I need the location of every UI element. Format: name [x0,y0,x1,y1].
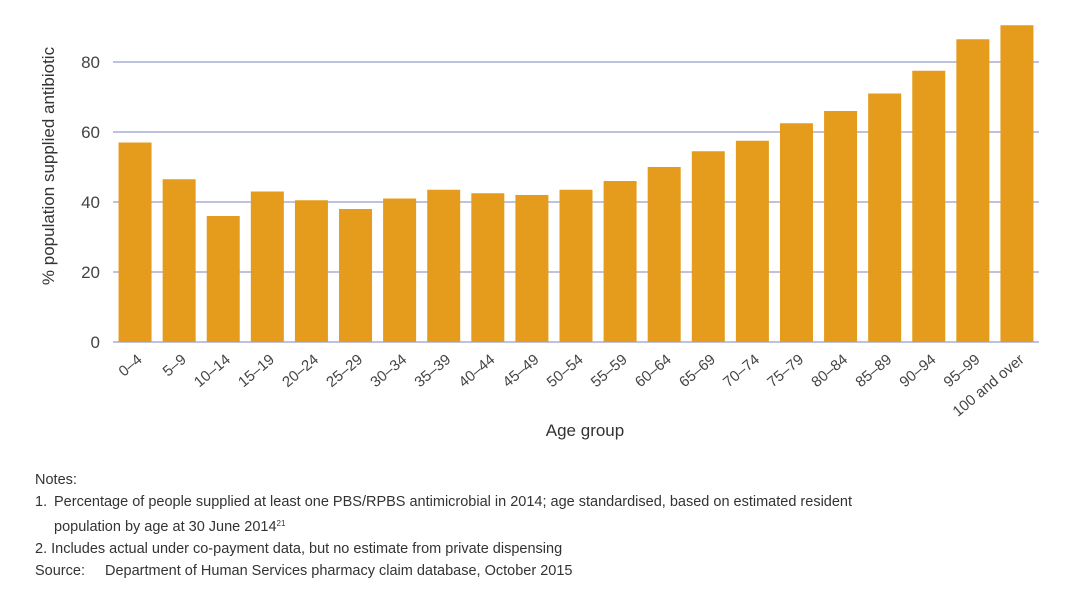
y-tick-label: 40 [81,193,100,212]
bar [868,93,902,342]
note-1-reference: 21 [276,519,286,528]
x-tick-label: 70–74 [720,351,763,391]
y-tick-label: 60 [81,123,100,142]
bar [515,195,549,342]
y-axis-ticks: 0 20 40 60 80 100 [72,0,100,352]
x-tick-label: 30–34 [367,351,410,391]
x-tick-label: 10–14 [191,351,234,391]
x-axis-title: Age group [546,421,624,440]
source: Source: Department of Human Services phar… [35,560,1055,582]
x-tick-label: 60–64 [632,351,675,391]
note-1-line-1: Percentage of people supplied at least o… [54,494,853,510]
note-1-number: 1. [35,494,48,510]
y-tick-label: 20 [81,263,100,282]
bar [339,209,373,342]
y-tick-label: 0 [91,333,100,352]
bars [118,25,1034,342]
bar [956,39,990,342]
bar-chart: 020406080100 0–45–910–1415–1920–2425–293… [39,0,1039,440]
bar [779,123,813,342]
notes-heading: Notes: [35,472,77,488]
x-tick-label: 90–94 [896,351,939,391]
note-1-continued: population by age at 30 June 201421 [35,513,1055,538]
x-tick-label: 0–4 [116,351,146,380]
x-tick-label: 45–49 [500,351,543,391]
source-label: Source: [35,563,85,579]
x-tick-label: 55–59 [588,351,631,391]
bar [559,189,593,342]
y-tick-label: 100 [72,0,100,2]
bar [912,70,946,342]
x-axis-ticks: 0–4 5–9 10–14 15–19 20–24 25–29 30–34 35–39 40–4… [116,351,1028,420]
bar [471,193,505,342]
note-1: 1. Percentage of people supplied at least… [35,491,1055,513]
bar [1000,25,1034,342]
x-tick-label: 65–69 [676,351,719,391]
bar [691,151,725,342]
note-1-line-2: population by age at 30 June 2014 [54,519,277,535]
x-tick-label: 35–39 [411,351,454,391]
y-tick-label: 80 [81,53,100,72]
x-tick-label: 80–84 [808,351,851,391]
note-2: 2. Includes actual under co-payment data… [35,541,563,557]
notes: Notes: 1. Percentage of people supplied a… [35,469,1055,582]
bar [250,191,284,342]
bar [383,198,417,342]
bar [824,111,858,342]
bar [603,181,637,342]
y-axis-title: % population supplied antibiotic [39,46,58,285]
x-tick-label: 40–44 [455,351,498,391]
x-tick-label: 85–89 [852,351,895,391]
x-tick-label: 20–24 [279,351,322,391]
x-tick-label: 50–54 [544,351,587,391]
bar [294,200,328,342]
bar [647,167,681,342]
x-tick-label: 5–9 [160,351,190,380]
bar [162,179,196,342]
x-tick-label: 15–19 [235,351,278,391]
bar [427,189,461,342]
x-tick-label: 25–29 [323,351,366,391]
bar [118,142,152,342]
bar [206,216,240,342]
bar [735,140,769,342]
source-text: Department of Human Services pharmacy cl… [105,563,573,579]
x-tick-label: 75–79 [764,351,807,391]
